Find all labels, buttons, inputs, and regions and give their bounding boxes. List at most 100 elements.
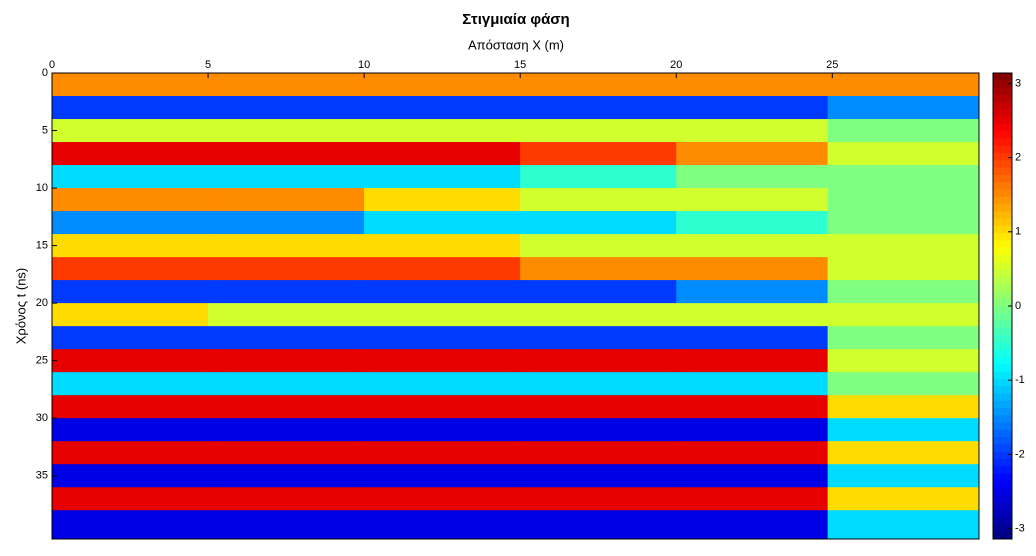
cell [52, 395, 209, 419]
cell [520, 510, 677, 539]
colorbar-swatch [993, 211, 1012, 220]
cell [52, 441, 209, 465]
cell [827, 211, 979, 235]
cell [827, 165, 979, 189]
cell [364, 188, 521, 212]
cell [208, 418, 365, 442]
colorbar-swatch [993, 284, 1012, 292]
colorbar-swatch [993, 378, 1012, 387]
cell [208, 234, 365, 258]
colorbar-swatch [993, 160, 1012, 169]
colorbar-swatch [993, 102, 1012, 110]
colorbar-swatch [993, 502, 1012, 511]
cell [364, 349, 521, 373]
colorbar-swatch [993, 407, 1012, 416]
cell [208, 510, 365, 539]
colorbar-swatch [993, 116, 1012, 125]
colorbar-swatch [993, 276, 1012, 285]
cell [208, 487, 365, 511]
colorbar-swatch [993, 429, 1012, 438]
cell [52, 96, 209, 120]
cell [827, 372, 979, 396]
cell [520, 165, 677, 189]
cell [827, 188, 979, 212]
colorbar-tick-label: 2 [1015, 151, 1021, 163]
colorbar-swatch [993, 313, 1012, 322]
cell [364, 372, 521, 396]
y-tick-label: 30 [36, 412, 48, 424]
colorbar-swatch [993, 488, 1012, 496]
cell [827, 280, 979, 304]
colorbar-swatch [993, 466, 1012, 474]
colorbar-swatch [993, 291, 1012, 300]
cell [827, 441, 979, 465]
cell [208, 395, 365, 419]
colorbar-swatch [993, 153, 1012, 161]
colorbar-swatch [993, 473, 1012, 482]
colorbar-swatch [993, 458, 1012, 467]
x-axis-label: Απόσταση X (m) [468, 37, 564, 52]
cell [520, 188, 677, 212]
cell [208, 280, 365, 304]
colorbar-swatch [993, 262, 1012, 271]
cell [208, 326, 365, 350]
cell [676, 234, 829, 258]
colorbar-tick-label: -2 [1015, 448, 1025, 460]
cell [52, 257, 209, 281]
cell [676, 188, 829, 212]
colorbar-swatch [993, 80, 1012, 89]
colorbar-swatch [993, 145, 1012, 154]
cell [827, 119, 979, 143]
cell [520, 441, 677, 465]
cell [520, 257, 677, 281]
colorbar-tick-label: -3 [1015, 523, 1025, 535]
x-tick-label: 5 [205, 59, 211, 71]
colorbar-swatch [993, 73, 1012, 81]
cell [520, 464, 677, 488]
cell [827, 395, 979, 419]
y-tick-label: 15 [36, 239, 48, 251]
cell [364, 96, 521, 120]
cell [676, 487, 829, 511]
colorbar-tick-label: 3 [1015, 77, 1021, 89]
colorbar-swatch [993, 524, 1012, 533]
cell [520, 142, 677, 166]
cell [364, 487, 521, 511]
colorbar-swatch [993, 306, 1012, 314]
colorbar-swatch [993, 225, 1012, 234]
x-tick-label: 20 [670, 59, 682, 71]
cell [208, 96, 365, 120]
cell [52, 142, 209, 166]
cell [676, 73, 829, 97]
colorbar-tick-label: 1 [1015, 226, 1021, 238]
cell [827, 418, 979, 442]
colorbar [993, 73, 1012, 540]
cell [52, 119, 209, 143]
cell [827, 234, 979, 258]
cell [364, 119, 521, 143]
cell [676, 349, 829, 373]
colorbar-swatch [993, 422, 1012, 431]
cell [676, 464, 829, 488]
chart-title: Στιγμιαία φάση [462, 11, 569, 28]
x-tick-label: 0 [49, 59, 55, 71]
y-tick-label: 0 [42, 67, 48, 79]
colorbar-swatch [993, 269, 1012, 278]
cell [208, 142, 365, 166]
colorbar-swatch [993, 167, 1012, 176]
colorbar-swatch [993, 393, 1012, 402]
cell [364, 464, 521, 488]
cell [52, 510, 209, 539]
cell [52, 303, 209, 327]
cell [676, 418, 829, 442]
cell [827, 487, 979, 511]
cell [676, 326, 829, 350]
colorbar-swatch [993, 386, 1012, 394]
y-tick-label: 5 [42, 124, 48, 136]
colorbar-swatch [993, 517, 1012, 525]
cell [676, 441, 829, 465]
cell [208, 165, 365, 189]
colorbar-swatch [993, 415, 1012, 423]
cell [520, 418, 677, 442]
